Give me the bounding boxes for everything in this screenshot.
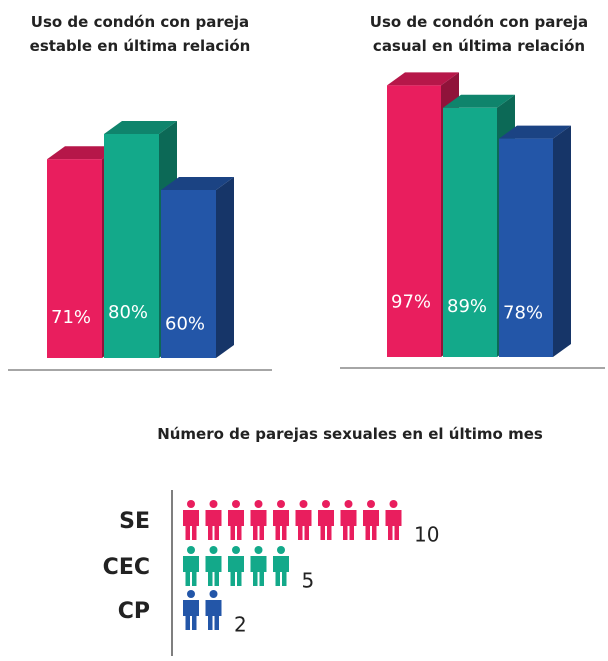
bar-front [499,138,553,357]
value-label: 10 [414,523,439,547]
icon-body [250,510,267,540]
chart-title: Uso de condón con pareja estable en últi… [29,13,251,55]
bar-top [104,121,177,134]
icon-head [344,500,353,508]
bar-front [161,190,216,358]
row-label: CP [118,599,150,624]
bar-top [443,94,515,108]
icon-head [277,500,285,508]
icon-body [183,600,199,630]
icon-head [232,500,240,508]
value-label: 71% [51,307,91,328]
person-icon [228,500,244,540]
bar [499,125,571,357]
icon-body [318,510,334,540]
person-icon [295,500,312,540]
value-label: 80% [108,302,148,323]
value-label: 5 [302,569,315,593]
icon-body [273,556,289,586]
person-icon [385,500,402,540]
bar-front [104,134,159,358]
icon-head [254,546,263,554]
bar-top [499,125,571,139]
icon-body [228,510,244,540]
icon-head [277,546,285,554]
icon-head [367,500,375,508]
icon-body [250,556,267,586]
bar-top [47,146,120,160]
person-icon [340,500,357,540]
value-label: 97% [391,292,431,313]
value-label: 89% [447,296,487,317]
row-label: SE [119,509,150,534]
person-icon [363,500,379,540]
bar-front [47,159,102,358]
person-icon [205,546,222,586]
bar-front [443,107,497,357]
bar [161,177,234,358]
icon-head [209,546,218,554]
icon-body [363,510,379,540]
icon-body [205,600,222,630]
icon-body [273,510,289,540]
value-label: 2 [234,613,247,637]
icon-row [183,500,402,540]
row-label: CEC [103,555,150,580]
icon-body [385,510,402,540]
bar-top [161,177,234,190]
person-icon [183,546,199,586]
icon-head [299,500,308,508]
icon-head [209,500,218,508]
icon-head [187,546,195,554]
icon-body [205,556,222,586]
icon-head [389,500,398,508]
bar-top [387,72,459,86]
value-label: 60% [165,313,205,334]
person-icon [228,546,244,586]
icon-body [183,510,199,540]
icon-body [228,556,244,586]
person-icon [318,500,334,540]
person-icon [273,546,289,586]
icon-head [322,500,330,508]
icon-body [183,556,199,586]
person-icon [183,590,199,630]
person-icon [183,500,199,540]
chart-title: Uso de condón con pareja casual en últim… [369,13,589,55]
bar-side [216,177,234,358]
icon-body [340,510,357,540]
icon-head [187,590,195,598]
icon-row [183,590,222,630]
icon-head [254,500,263,508]
person-icon [205,500,222,540]
value-label: 78% [503,302,543,323]
icon-body [205,510,222,540]
icon-head [187,500,195,508]
bar-front [387,85,441,358]
person-icon [205,590,222,630]
icon-row [183,546,289,586]
person-icon [250,546,267,586]
icon-head [232,546,240,554]
icon-head [209,590,218,598]
chart-title: Número de parejas sexuales en el último … [157,425,543,443]
person-icon [250,500,267,540]
icon-body [295,510,312,540]
bar-side [553,125,571,357]
person-icon [273,500,289,540]
